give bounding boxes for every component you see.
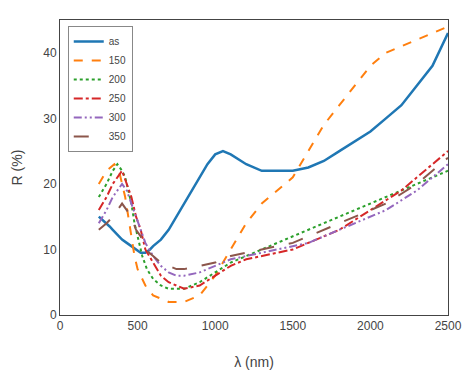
svg-text:1000: 1000 (202, 319, 229, 333)
svg-text:2500: 2500 (435, 319, 462, 333)
svg-text:300: 300 (109, 112, 126, 123)
svg-text:20: 20 (43, 177, 57, 191)
svg-text:40: 40 (43, 46, 57, 60)
svg-text:200: 200 (109, 74, 126, 85)
svg-text:0: 0 (57, 319, 64, 333)
svg-text:150: 150 (109, 55, 126, 66)
svg-text:as: as (109, 36, 120, 47)
svg-text:1500: 1500 (279, 319, 306, 333)
svg-text:R (%): R (%) (9, 150, 25, 186)
svg-text:λ (nm): λ (nm) (234, 354, 274, 370)
svg-text:250: 250 (109, 93, 126, 104)
svg-text:0: 0 (50, 308, 57, 322)
svg-text:350: 350 (109, 131, 126, 142)
svg-text:10: 10 (43, 243, 57, 257)
svg-text:30: 30 (43, 112, 57, 126)
svg-text:2000: 2000 (357, 319, 384, 333)
svg-text:500: 500 (128, 319, 148, 333)
